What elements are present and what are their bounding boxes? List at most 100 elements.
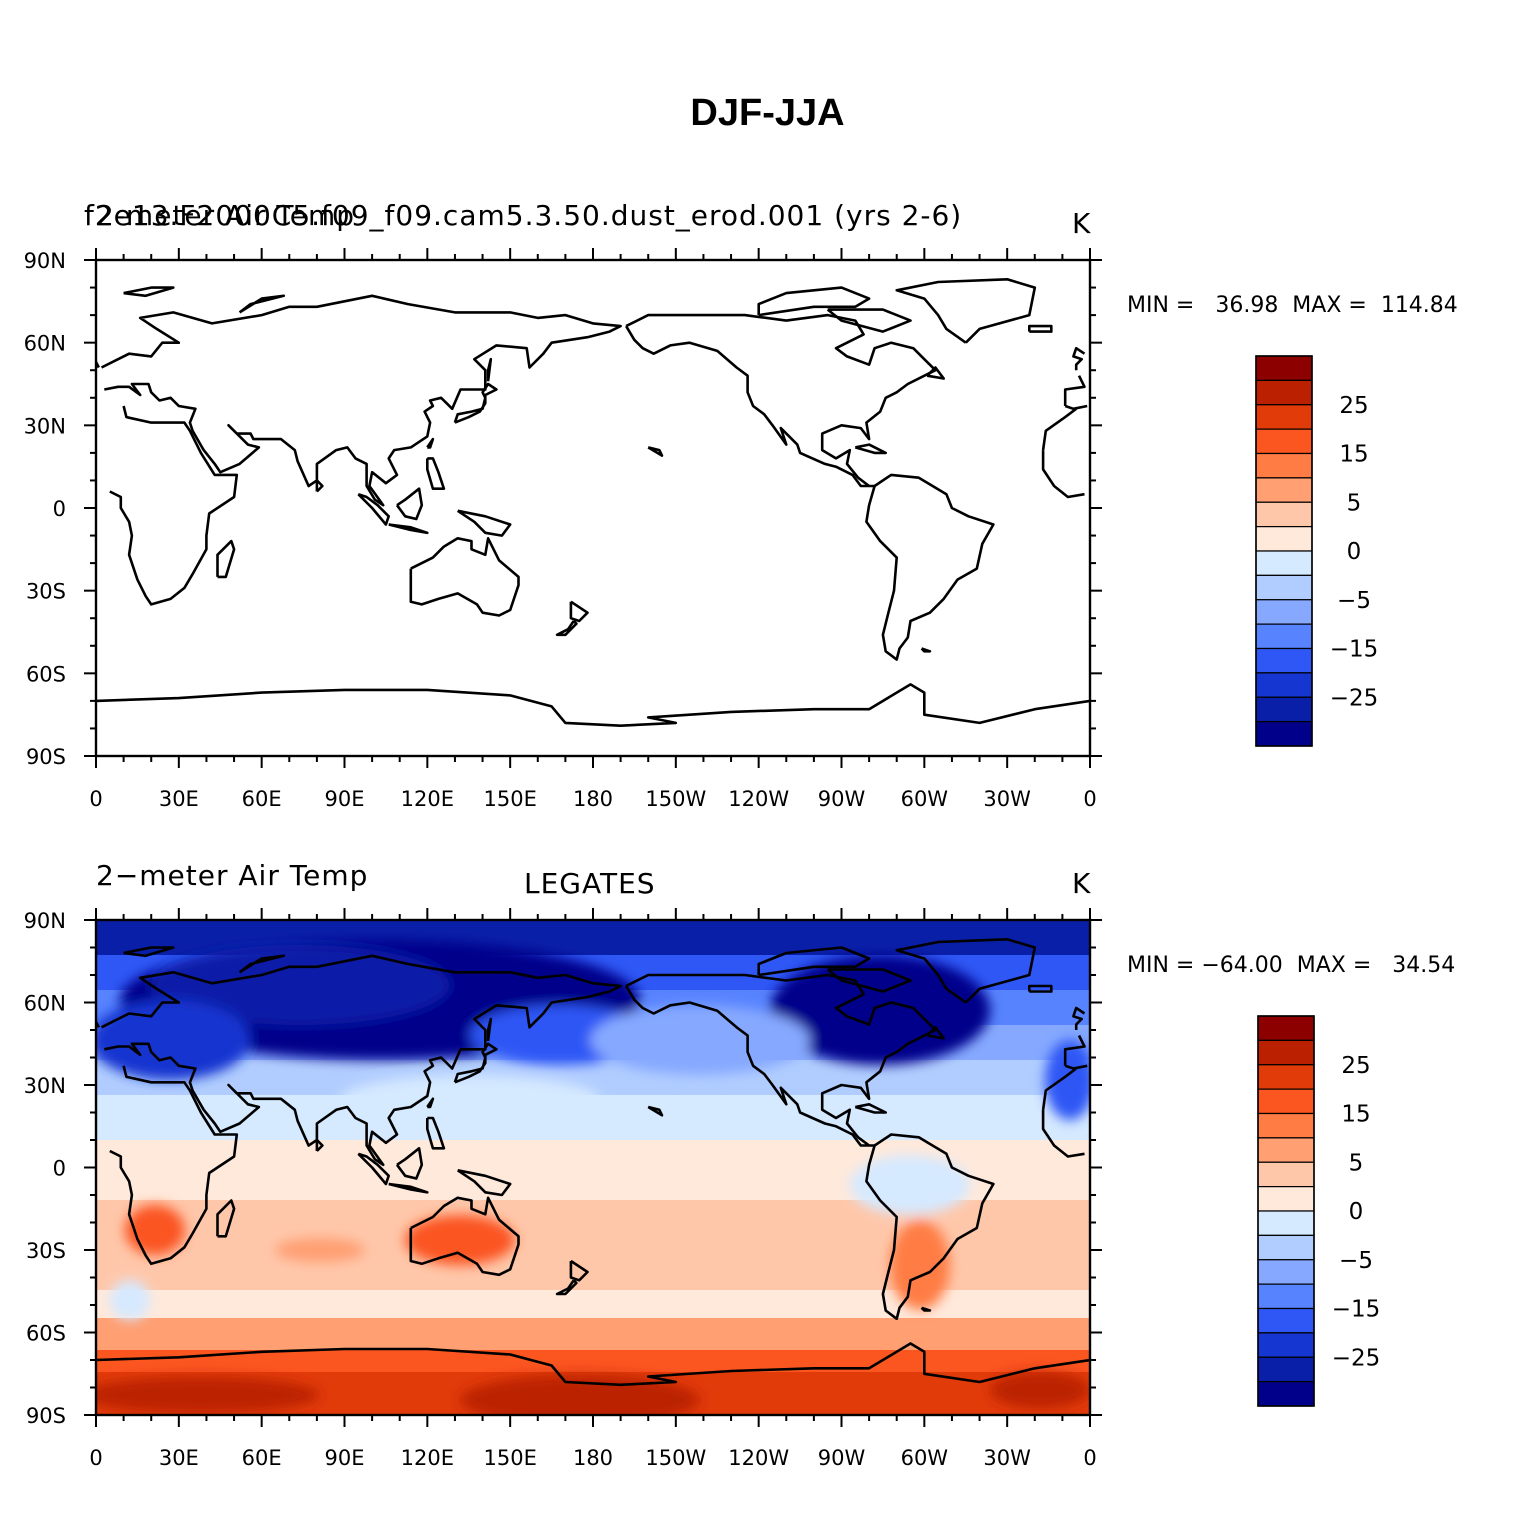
- coastline: [395, 1147, 424, 1180]
- figure-title: DJF-JJA: [690, 92, 845, 134]
- coastline: [123, 946, 175, 958]
- coastline: [1064, 404, 1088, 411]
- coastline: [647, 1105, 664, 1117]
- y-tick-label: 60N: [24, 332, 66, 356]
- bottom-left-label: 2−meter Air Temp: [96, 859, 369, 892]
- colorbar-swatch: [1257, 1332, 1315, 1358]
- coastline: [854, 443, 888, 455]
- colorbar-border: [1257, 1015, 1315, 1407]
- coastline: [895, 937, 1037, 1004]
- top-left-label: 2-meter Air Temp: [96, 199, 356, 232]
- coastline: [456, 1169, 512, 1197]
- colorbar-swatch: [1255, 379, 1313, 406]
- colorbar-swatch: [1255, 428, 1313, 455]
- colorbar-label: 0: [1349, 1199, 1364, 1225]
- coastline: [453, 1042, 498, 1084]
- y-tick-label: 30N: [24, 414, 66, 438]
- colorbar-swatch: [1257, 1137, 1315, 1163]
- coastline: [238, 954, 286, 974]
- coastline: [865, 1133, 995, 1321]
- x-tick-label: 120W: [728, 1446, 789, 1470]
- colorbar-swatch: [1257, 1210, 1315, 1236]
- colorbar-label: −15: [1330, 637, 1379, 663]
- coastline: [624, 973, 937, 1147]
- map-border: [94, 258, 1092, 758]
- colorbar-swatch: [1257, 1356, 1315, 1383]
- bottom-center-label: LEGATES: [524, 867, 656, 900]
- coastline: [624, 313, 937, 488]
- coastline: [216, 539, 236, 579]
- colorbar-label: −5: [1337, 588, 1371, 614]
- coastline: [1063, 1034, 1086, 1066]
- y-tick-label: 60S: [26, 662, 66, 686]
- coastlines-bottom: [96, 937, 1090, 1387]
- coastline: [426, 1097, 435, 1109]
- colorbar-swatch: [1257, 1307, 1315, 1334]
- coastline: [109, 405, 239, 606]
- colorbar-swatch: [1255, 404, 1313, 430]
- x-tick-label: 180: [573, 787, 613, 811]
- x-tick-label: 0: [1083, 787, 1096, 811]
- x-tick-label: 30E: [159, 1446, 199, 1470]
- x-tick-label: 180: [573, 1446, 613, 1470]
- x-tick-label: 30W: [983, 787, 1031, 811]
- coastline: [1072, 346, 1086, 371]
- colorbar-swatch: [1257, 1015, 1315, 1041]
- top-center-label: f2e13.F2000C5.f09_f09.cam5.3.50.dust_ero…: [84, 199, 963, 232]
- colorbar-swatch: [1257, 1064, 1315, 1090]
- map-axes: 90N 60N 30N 0 30S 60S 90S 0 30E 60E 90E 120E 150E 180…: [24, 248, 1102, 1470]
- y-tick-label: 60S: [26, 1322, 66, 1346]
- coastline: [1041, 407, 1077, 451]
- x-tick-label: 30W: [983, 1446, 1031, 1470]
- map-frame-model: 90N 60N 30N 0 30S 60S 90S 0 30E 60E 90E 120E 150E 180…: [24, 248, 1102, 811]
- colorbar-swatch: [1255, 623, 1313, 650]
- x-tick-label: 90E: [325, 1446, 365, 1470]
- coastline: [1041, 1067, 1077, 1110]
- x-tick-label: 60E: [242, 1446, 282, 1470]
- coastline: [96, 683, 1090, 728]
- colorbar-swatch: [1255, 721, 1313, 747]
- y-tick-label: 30S: [26, 580, 66, 604]
- colorbar-swatch: [1255, 550, 1313, 576]
- coastline: [555, 620, 578, 637]
- coastlines-top: [96, 277, 1090, 728]
- top-right-label: K: [1072, 207, 1092, 240]
- colorbar-swatch: [1257, 1186, 1315, 1212]
- coastline: [388, 523, 429, 535]
- colorbar-swatch: [1255, 501, 1313, 528]
- x-tick-label: 90W: [818, 787, 866, 811]
- coastline: [100, 294, 622, 507]
- coastline: [895, 277, 1037, 344]
- coastline: [1064, 1064, 1088, 1070]
- coastline: [315, 479, 324, 493]
- coastline: [1072, 1006, 1086, 1030]
- coastline: [486, 1017, 493, 1042]
- y-tick-label: 90S: [26, 745, 66, 769]
- x-tick-label: 120E: [401, 787, 454, 811]
- colorbar-swatch: [1257, 1039, 1315, 1066]
- colorbar-swatch: [1257, 1088, 1315, 1115]
- coastline: [238, 294, 286, 314]
- y-tick-label: 30S: [26, 1239, 66, 1263]
- coastline: [96, 1342, 1090, 1387]
- colorbar-label: −25: [1332, 1345, 1381, 1371]
- x-tick-label: 150W: [645, 1446, 706, 1470]
- coastline: [920, 1306, 932, 1312]
- x-tick-label: 120E: [401, 1446, 454, 1470]
- y-tick-label: 0: [53, 497, 66, 521]
- colorbar-border: [1255, 355, 1313, 747]
- colorbar-swatch: [1257, 1381, 1315, 1407]
- colorbar-label: 5: [1347, 490, 1362, 516]
- colorbar-label: 25: [1341, 1053, 1370, 1079]
- colorbar-label: −5: [1339, 1248, 1373, 1274]
- map-frame-obs: 90N 60N 30N 0 30S 60S 90S 0 30E 60E 90E 120E 150E 180…: [24, 908, 1102, 1470]
- x-tick-label: 0: [1083, 1446, 1096, 1470]
- coastline: [1063, 375, 1086, 406]
- colorbar-swatch: [1257, 1259, 1315, 1285]
- coastline: [757, 946, 871, 977]
- colorbar-swatch: [1255, 526, 1313, 552]
- coastline: [425, 1116, 446, 1150]
- coastline: [926, 1026, 946, 1040]
- colorbar-swatch: [1255, 355, 1313, 381]
- colorbar-swatch: [1255, 647, 1313, 674]
